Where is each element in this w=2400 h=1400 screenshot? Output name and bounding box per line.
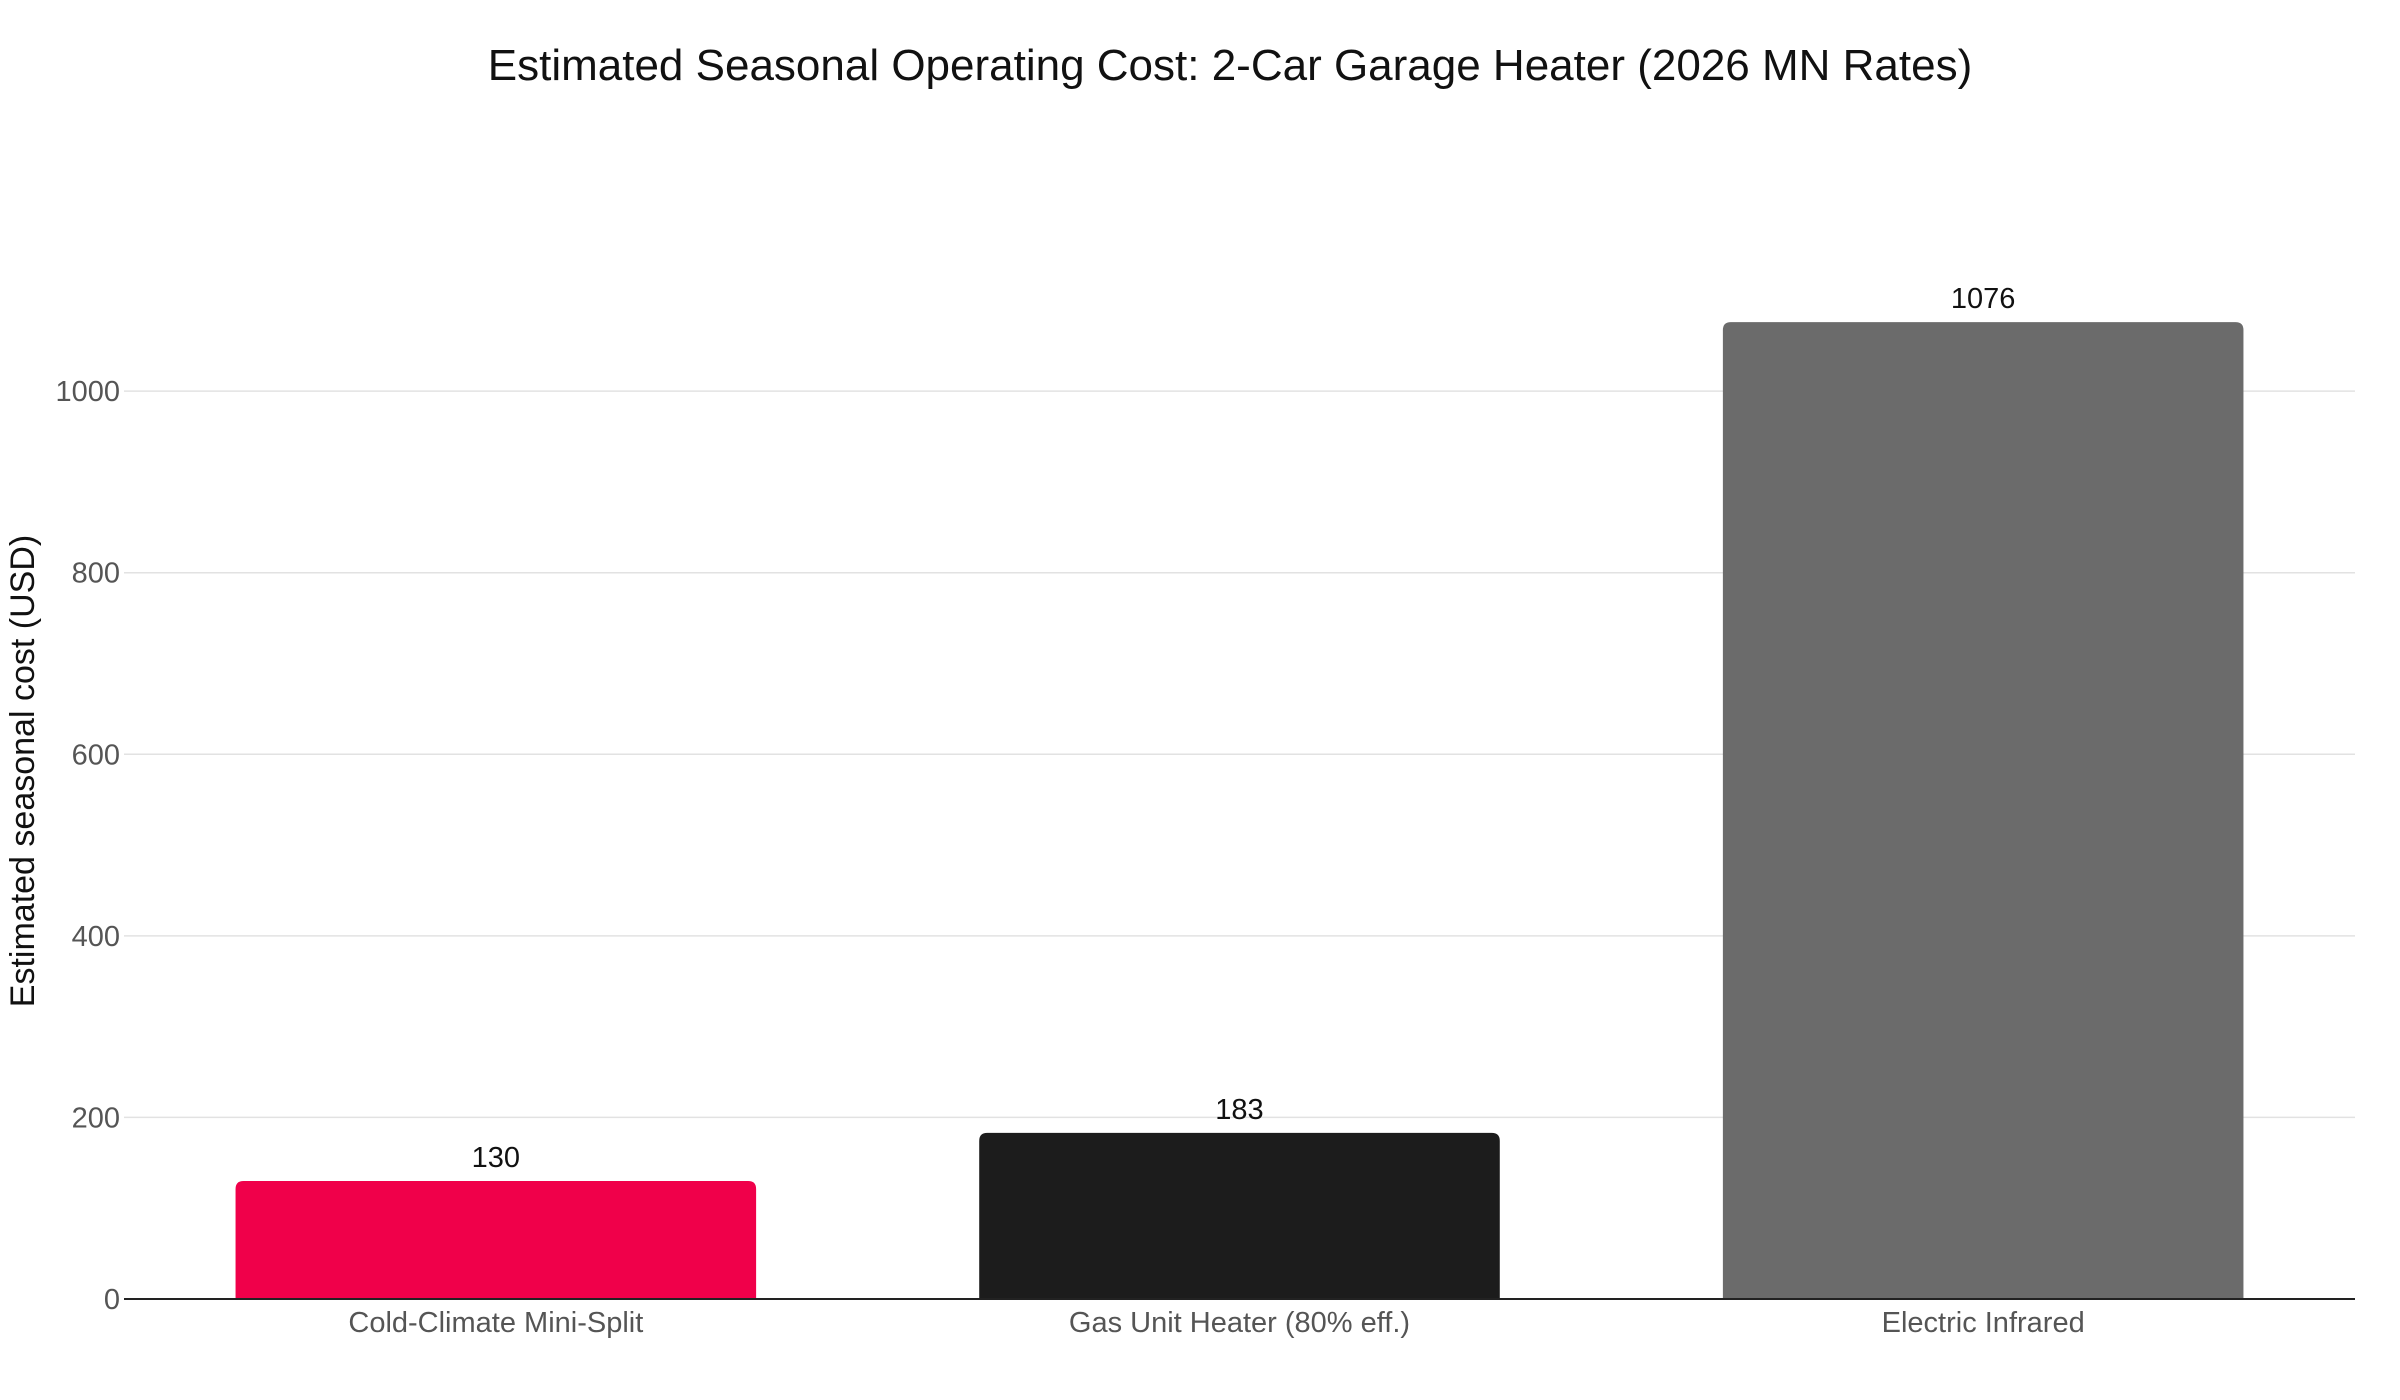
bar-2 (979, 1132, 1500, 1299)
y-tick-label: 200 (72, 1102, 120, 1134)
x-tick-label-3: Electric Infrared (1882, 1307, 2085, 1339)
y-axis-ticks: 0 200 400 600 800 1000 (55, 376, 120, 1316)
x-tick-label-2: Gas Unit Heater (80% eff.) (1069, 1307, 1410, 1339)
y-tick-label: 800 (72, 558, 120, 590)
data-label-1: 130 (472, 1142, 520, 1174)
y-tick-label: 1000 (55, 376, 120, 408)
data-label-3: 1076 (1951, 283, 2016, 315)
x-tick-label-1: Cold-Climate Mini-Split (348, 1307, 643, 1339)
y-axis-title: Estimated seasonal cost (USD) (4, 535, 42, 1007)
y-tick-label: 600 (72, 739, 120, 771)
data-labels: 130 183 1076 (472, 283, 2016, 1174)
y-tick-label: 0 (104, 1284, 120, 1316)
x-axis-ticks: Cold-Climate Mini-Split Gas Unit Heater (… (348, 1307, 2084, 1339)
bars (235, 322, 2244, 1299)
bar-1 (235, 1180, 757, 1299)
data-label-2: 183 (1215, 1094, 1263, 1126)
chart-title: Estimated Seasonal Operating Cost: 2-Car… (488, 41, 1972, 90)
y-tick-label: 400 (72, 921, 120, 953)
bar-3 (1722, 322, 2244, 1299)
